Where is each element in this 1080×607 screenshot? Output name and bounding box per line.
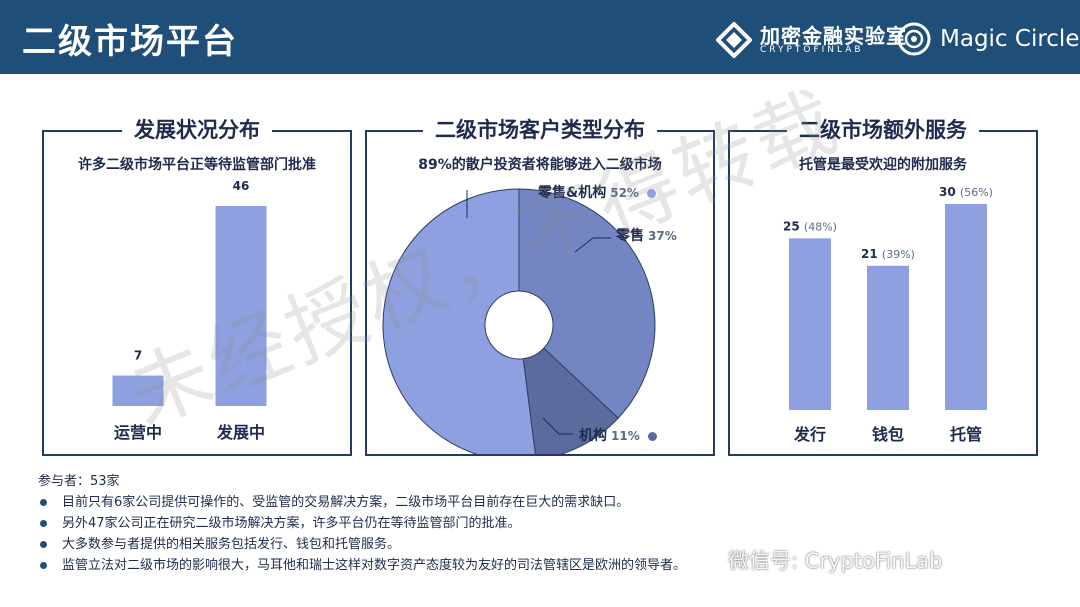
category-label: 钱包 (872, 425, 904, 444)
note-text: 另外47家公司正在研究二级市场解决方案，许多平台仍在等待监管部门的批准。 (62, 516, 521, 531)
extra-services-panel: 二级市场额外服务 托管是最受欢迎的附加服务 25 (48%) 发行 21 (39%)… (728, 114, 1038, 456)
cryptofinlab-logo-icon (716, 22, 752, 58)
bar-value-label: 46 (233, 179, 250, 193)
magic-circle-logo-icon (897, 22, 931, 56)
bullet-icon (40, 499, 47, 506)
bar-percent: (56%) (960, 186, 993, 199)
notes-section: 参与者：53家 目前只有6家公司提供可操作的、受监管的交易解决方案，二级市场平台… (38, 470, 938, 576)
panel-subtitle: 托管是最受欢迎的附加服务 (799, 157, 967, 173)
bar-value-label: 25 (48%) (783, 219, 837, 233)
slice-value: 52% (610, 186, 639, 200)
panel-title: 二级市场客户类型分布 (423, 114, 657, 144)
client-type-panel: 二级市场客户类型分布 89%的散户投资者将能够进入二级市场 零售&机构 52% 零… (365, 114, 715, 456)
panel-title: 二级市场额外服务 (787, 114, 979, 144)
panel-subtitle: 89%的散户投资者将能够进入二级市场 (418, 157, 662, 173)
note-item: 监管立法对二级市场的影响很大，马耳他和瑞士这样对数字资产态度较为友好的司法管辖区… (38, 555, 938, 576)
bar-value: 21 (861, 247, 882, 261)
donut-slice-0 (382, 188, 536, 454)
status-bar-chart: 7 运营中 46 发展中 (112, 179, 267, 442)
slice-label: 零售 (616, 228, 644, 244)
note-text: 大多数参与者提供的相关服务包括发行、钱包和托管服务。 (62, 537, 401, 552)
services-bar-chart: 25 (48%) 发行 21 (39%) 钱包 30 (56%) 托管 (783, 185, 993, 444)
bar-value-label: 21 (39%) (861, 247, 915, 261)
legend-retail: 零售 37% (616, 225, 677, 245)
bullet-icon (40, 541, 47, 548)
leader-line (542, 417, 573, 435)
wechat-id-overlay: 微信号: CryptoFinLab (728, 549, 943, 573)
bar-value: 25 (783, 219, 804, 233)
bar-0 (112, 375, 164, 406)
status-distribution-panel: 发展状况分布 许多二级市场平台正等待监管部门批准 7 运营中 46 发展中 (42, 114, 352, 456)
panel-subtitle: 许多二级市场平台正等待监管部门批准 (78, 157, 316, 173)
note-item: 大多数参与者提供的相关服务包括发行、钱包和托管服务。 (38, 534, 938, 555)
slice-label: 零售&机构 (538, 185, 607, 201)
note-item: 目前只有6家公司提供可操作的、受监管的交易解决方案，二级市场平台目前存在巨大的需… (38, 492, 938, 513)
bar-value-label: 30 (56%) (939, 185, 993, 199)
bar-value-label: 7 (134, 349, 142, 363)
participants-count: 参与者：53家 (38, 474, 120, 489)
legend-dot-icon (646, 188, 656, 198)
note-text: 监管立法对二级市场的影响很大，马耳他和瑞士这样对数字资产态度较为友好的司法管辖区… (62, 558, 687, 573)
leader-line (574, 237, 611, 253)
donut-slice-2 (522, 347, 619, 454)
magic-circle-logo-text: Magic Circle (940, 26, 1080, 52)
bar-value: 30 (939, 185, 960, 199)
legend-retail-institution: 零售&机构 52% (538, 182, 656, 202)
slice-label: 机构 (579, 428, 607, 444)
logo-cn-text: 加密金融实验室 (760, 24, 907, 48)
bar-percent: (48%) (804, 220, 837, 233)
bullet-icon (40, 562, 47, 569)
note-item: 另外47家公司正在研究二级市场解决方案，许多平台仍在等待监管部门的批准。 (38, 513, 938, 534)
slice-value: 37% (648, 229, 677, 243)
panel-title: 发展状况分布 (122, 114, 272, 144)
notes-list: 目前只有6家公司提供可操作的、受监管的交易解决方案，二级市场平台目前存在巨大的需… (38, 492, 938, 576)
category-label: 托管 (950, 425, 982, 444)
donut-slice-1 (518, 188, 656, 419)
category-label: 发行 (793, 425, 826, 444)
bullet-icon (40, 520, 47, 527)
bar-0 (789, 238, 831, 410)
client-donut-chart (382, 188, 656, 454)
bar-1 (867, 265, 909, 410)
category-label: 发展中 (216, 423, 265, 442)
header-bar: 二级市场平台 加密金融实验室 CRYPTOFINLAB Magic Circle (0, 0, 1080, 74)
page-title: 二级市场平台 (22, 22, 238, 62)
category-label: 运营中 (114, 423, 162, 442)
legend-institution: 机构 11% (579, 425, 657, 445)
bar-percent: (39%) (882, 248, 915, 261)
bar-1 (215, 206, 267, 406)
note-text: 目前只有6家公司提供可操作的、受监管的交易解决方案，二级市场平台目前存在巨大的需… (62, 495, 630, 510)
slice-value: 11% (611, 429, 640, 443)
bar-2 (945, 204, 987, 410)
legend-dot-icon (647, 431, 657, 441)
logo-en-text: CRYPTOFINLAB (760, 45, 864, 55)
